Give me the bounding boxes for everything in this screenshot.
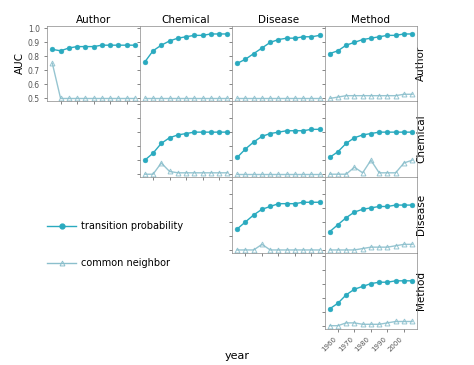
Y-axis label: Method: Method	[416, 271, 426, 310]
Y-axis label: Disease: Disease	[416, 194, 426, 235]
Text: transition probability: transition probability	[81, 221, 182, 231]
Text: common neighbor: common neighbor	[81, 258, 170, 268]
Y-axis label: Chemical: Chemical	[416, 115, 426, 164]
Y-axis label: Author: Author	[416, 46, 426, 81]
Title: Author: Author	[76, 15, 111, 25]
Y-axis label: AUC: AUC	[15, 53, 25, 74]
Text: year: year	[225, 351, 249, 361]
Title: Method: Method	[351, 15, 391, 25]
Title: Chemical: Chemical	[162, 15, 210, 25]
Title: Disease: Disease	[258, 15, 299, 25]
